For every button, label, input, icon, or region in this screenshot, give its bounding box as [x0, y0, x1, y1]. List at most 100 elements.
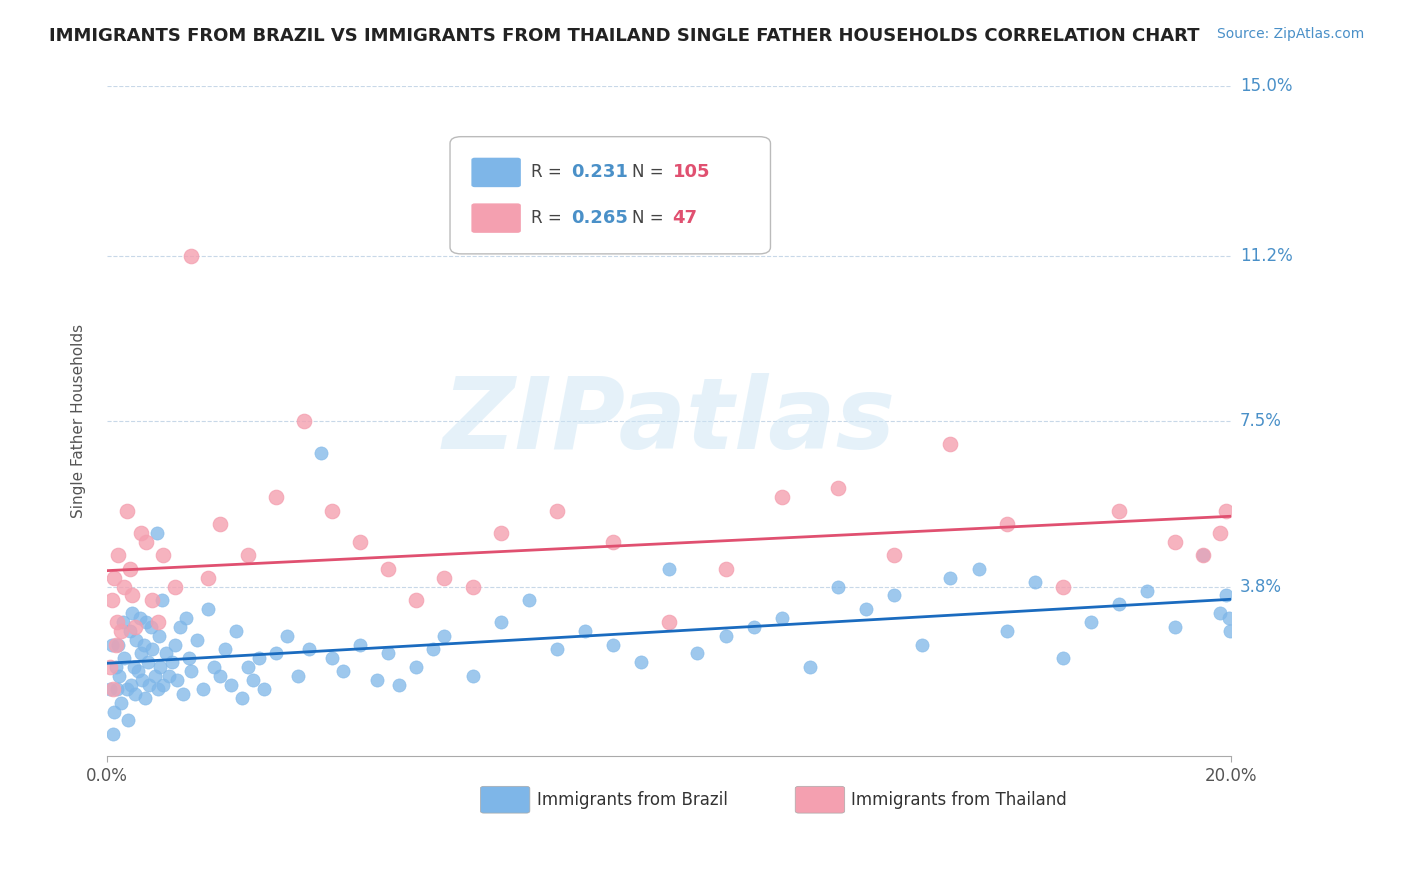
- Point: [321, 503, 343, 517]
- Point: [132, 638, 155, 652]
- Point: [115, 682, 138, 697]
- Point: [98, 660, 121, 674]
- Point: [100, 638, 122, 652]
- Point: [186, 633, 208, 648]
- Point: [138, 678, 160, 692]
- Point: [197, 571, 219, 585]
- Point: [939, 436, 962, 450]
- Text: Source: ZipAtlas.com: Source: ZipAtlas.com: [1216, 27, 1364, 41]
- Point: [191, 682, 214, 697]
- Point: [129, 647, 152, 661]
- Point: [172, 687, 194, 701]
- Point: [166, 673, 188, 688]
- Point: [145, 525, 167, 540]
- Point: [169, 620, 191, 634]
- Point: [143, 669, 166, 683]
- Point: [422, 642, 444, 657]
- Point: [1192, 548, 1215, 562]
- Text: 15.0%: 15.0%: [1240, 78, 1292, 95]
- Text: 105: 105: [672, 163, 710, 181]
- Point: [160, 656, 183, 670]
- FancyBboxPatch shape: [450, 136, 770, 254]
- Point: [883, 548, 905, 562]
- Text: 0.231: 0.231: [571, 163, 628, 181]
- Point: [1164, 534, 1187, 549]
- Point: [309, 445, 332, 459]
- Point: [120, 678, 142, 692]
- Point: [1215, 503, 1237, 517]
- Point: [105, 682, 128, 697]
- Point: [108, 669, 131, 683]
- Point: [98, 682, 121, 697]
- Point: [770, 490, 793, 504]
- Text: N =: N =: [633, 163, 669, 181]
- Point: [105, 615, 128, 630]
- Point: [128, 611, 150, 625]
- Point: [146, 615, 169, 630]
- Point: [141, 593, 163, 607]
- Point: [134, 691, 156, 706]
- Text: ZIPatlas: ZIPatlas: [443, 373, 896, 470]
- Point: [1052, 651, 1074, 665]
- Point: [388, 678, 411, 692]
- Point: [714, 629, 737, 643]
- Text: R =: R =: [531, 209, 567, 227]
- Point: [574, 624, 596, 639]
- Point: [995, 624, 1018, 639]
- Point: [103, 705, 125, 719]
- Point: [827, 481, 849, 495]
- Point: [208, 669, 231, 683]
- Point: [112, 651, 135, 665]
- Point: [163, 580, 186, 594]
- Point: [118, 562, 141, 576]
- Point: [101, 682, 124, 697]
- Point: [349, 534, 371, 549]
- Point: [135, 534, 157, 549]
- Point: [1052, 580, 1074, 594]
- Point: [1164, 620, 1187, 634]
- Point: [111, 615, 134, 630]
- Point: [136, 656, 159, 670]
- Point: [247, 651, 270, 665]
- Point: [152, 548, 174, 562]
- Point: [236, 548, 259, 562]
- Text: Immigrants from Brazil: Immigrants from Brazil: [537, 790, 727, 809]
- Point: [177, 651, 200, 665]
- Point: [124, 687, 146, 701]
- Point: [148, 629, 170, 643]
- Point: [150, 593, 173, 607]
- Point: [152, 678, 174, 692]
- Point: [163, 638, 186, 652]
- Text: 3.8%: 3.8%: [1240, 577, 1282, 596]
- Text: N =: N =: [633, 209, 669, 227]
- Point: [124, 620, 146, 634]
- Point: [242, 673, 264, 688]
- Point: [225, 624, 247, 639]
- Text: Immigrants from Thailand: Immigrants from Thailand: [852, 790, 1067, 809]
- Point: [714, 562, 737, 576]
- Point: [208, 516, 231, 531]
- Point: [461, 580, 484, 594]
- Point: [1136, 584, 1159, 599]
- Point: [219, 678, 242, 692]
- Point: [292, 414, 315, 428]
- Point: [658, 615, 681, 630]
- Point: [103, 571, 125, 585]
- Point: [349, 638, 371, 652]
- Point: [377, 562, 399, 576]
- Point: [321, 651, 343, 665]
- Point: [104, 638, 127, 652]
- Point: [117, 714, 139, 728]
- Point: [180, 249, 202, 263]
- Point: [253, 682, 276, 697]
- Point: [602, 638, 624, 652]
- Point: [433, 629, 456, 643]
- Point: [202, 660, 225, 674]
- Point: [1218, 611, 1240, 625]
- Point: [112, 580, 135, 594]
- Point: [1108, 598, 1130, 612]
- Point: [366, 673, 388, 688]
- FancyBboxPatch shape: [471, 203, 520, 233]
- Point: [135, 615, 157, 630]
- Point: [131, 673, 153, 688]
